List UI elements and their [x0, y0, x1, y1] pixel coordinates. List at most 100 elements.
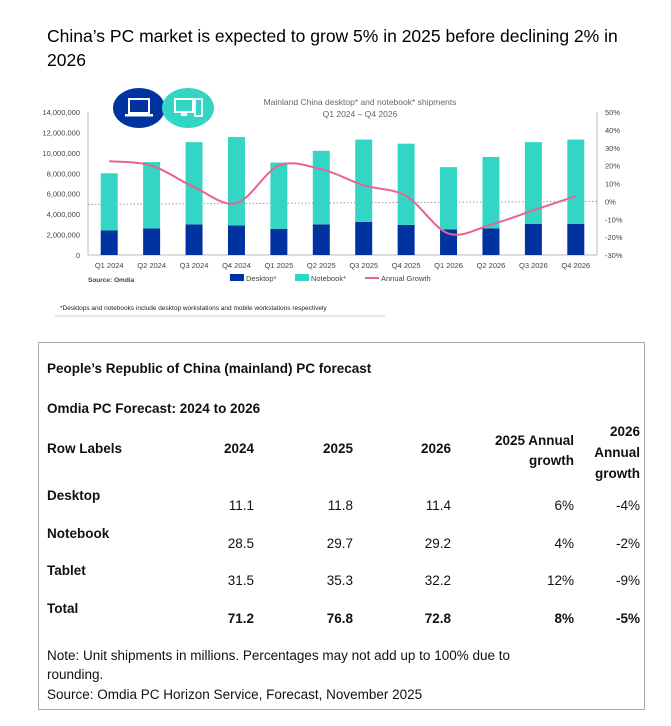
- table-cell: 29.2: [424, 535, 451, 551]
- table-cell: 29.7: [326, 535, 353, 551]
- bar-notebook: [482, 156, 500, 229]
- table-cell: 76.8: [326, 610, 353, 626]
- y2-tick-label: 50%: [605, 108, 620, 117]
- header-year: 2026: [420, 441, 451, 456]
- header-year: 2024: [223, 441, 254, 456]
- row-label: Desktop: [47, 488, 101, 503]
- bar-desktop: [227, 225, 245, 255]
- x-tick-label: Q2 2025: [307, 261, 336, 270]
- table-cell: -2%: [615, 535, 640, 551]
- bar-notebook: [397, 143, 415, 225]
- bar-notebook: [227, 137, 245, 226]
- headline: China’s PC market is expected to grow 5%…: [47, 26, 618, 70]
- bar-notebook: [567, 139, 585, 224]
- legend-label: Annual Growth: [381, 274, 431, 283]
- forecast-table: People’s Republic of China (mainland) PC…: [38, 342, 645, 710]
- table-cell: 8%: [554, 610, 574, 626]
- table-cell: 31.5: [227, 573, 254, 588]
- shipments-chart: Mainland China desktop* and notebook* sh…: [42, 97, 623, 317]
- y2-tick-label: 30%: [605, 144, 620, 153]
- x-tick-label: Q3 2025: [349, 261, 378, 270]
- bar-notebook: [100, 173, 118, 231]
- table-title: People’s Republic of China (mainland) PC…: [47, 361, 372, 376]
- y-tick-label: 2,000,000: [47, 231, 80, 240]
- table-cell: -5%: [615, 610, 640, 626]
- y-tick-label: 6,000,000: [47, 190, 80, 199]
- bar-desktop: [397, 224, 415, 255]
- x-tick-label: Q3 2024: [180, 261, 209, 270]
- header-year: 2025: [322, 441, 353, 456]
- table-cell: 28.5: [227, 535, 254, 551]
- header-2026-growth: 2026 Annual growth: [594, 424, 640, 481]
- table-source: Source: Omdia PC Horizon Service, Foreca…: [47, 687, 423, 702]
- bar-notebook: [185, 142, 203, 225]
- bar-desktop: [185, 224, 203, 255]
- zero-line: [87, 200, 598, 205]
- y2-tick-label: 20%: [605, 162, 620, 171]
- bar-desktop: [482, 228, 500, 255]
- x-tick-label: Q4 2024: [222, 261, 251, 270]
- bar-notebook: [312, 150, 330, 225]
- bar-desktop: [440, 229, 458, 255]
- table-cell: 11.4: [425, 498, 451, 513]
- bar-notebook: [270, 162, 288, 229]
- chart-footnote: *Desktops and notebooks include desktop …: [60, 305, 327, 312]
- x-tick-label: Q4 2026: [561, 261, 590, 270]
- bar-notebook: [524, 142, 542, 224]
- legend-label: Notebook*: [311, 274, 346, 283]
- y-tick-label: 14,000,000: [42, 108, 80, 117]
- legend-swatch: [230, 274, 244, 281]
- bar-notebook: [143, 162, 161, 229]
- bar-notebook: [440, 167, 458, 230]
- bar-desktop: [355, 221, 373, 255]
- bar-desktop: [270, 228, 288, 255]
- y-tick-label: 12,000,000: [42, 128, 80, 137]
- legend-label: Desktop*: [246, 274, 277, 283]
- header-2025-growth: 2025 Annual growth: [494, 433, 574, 468]
- header-row-labels: Row Labels: [47, 441, 123, 456]
- chart-source: Source: Omdia: [88, 277, 135, 284]
- chart-subtitle: Q1 2024 – Q4 2026: [323, 109, 398, 119]
- table-cell: -4%: [615, 498, 640, 513]
- bar-desktop: [567, 223, 585, 255]
- y2-tick-label: -10%: [605, 215, 623, 224]
- laptop-icon: [113, 88, 165, 128]
- y-tick-label: 4,000,000: [47, 210, 80, 219]
- table-cell: -9%: [615, 573, 640, 588]
- table-cell: 72.8: [424, 610, 451, 626]
- table-cell: 35.3: [326, 573, 353, 588]
- table-cell: 4%: [554, 535, 574, 551]
- row-label: Total: [47, 600, 79, 616]
- legend-swatch: [295, 274, 309, 281]
- x-tick-label: Q1 2026: [434, 261, 463, 270]
- x-tick-label: Q1 2025: [264, 261, 293, 270]
- y2-tick-label: 40%: [605, 126, 620, 135]
- table-cell: 71.2: [227, 610, 254, 626]
- bar-desktop: [312, 224, 330, 255]
- row-label: Tablet: [47, 563, 86, 578]
- bar-desktop: [143, 228, 161, 255]
- x-tick-label: Q4 2025: [392, 261, 421, 270]
- table-cell: 12%: [546, 573, 574, 588]
- table-note: Note: Unit shipments in millions. Percen…: [47, 648, 511, 682]
- desktop-computer-icon: [162, 88, 214, 128]
- table-cell: 11.1: [228, 498, 254, 513]
- y2-tick-label: 0%: [605, 197, 616, 206]
- chart-title: Mainland China desktop* and notebook* sh…: [264, 97, 457, 107]
- table-cell: 32.2: [424, 573, 451, 588]
- y2-tick-label: -20%: [605, 233, 623, 242]
- x-tick-label: Q2 2026: [477, 261, 506, 270]
- y-tick-label: 0: [76, 251, 80, 260]
- table-subtitle: Omdia PC Forecast: 2024 to 2026: [47, 401, 261, 416]
- y2-tick-label: -30%: [605, 251, 623, 260]
- growth-line: [109, 160, 577, 236]
- bar-notebook: [355, 139, 373, 222]
- bar-desktop: [524, 223, 542, 255]
- table-cell: 6%: [554, 498, 574, 513]
- x-tick-label: Q1 2024: [95, 261, 124, 270]
- bar-desktop: [100, 230, 118, 255]
- y-tick-label: 8,000,000: [47, 169, 80, 178]
- x-tick-label: Q2 2024: [137, 261, 166, 270]
- y2-tick-label: 10%: [605, 180, 620, 189]
- row-label: Notebook: [47, 525, 110, 541]
